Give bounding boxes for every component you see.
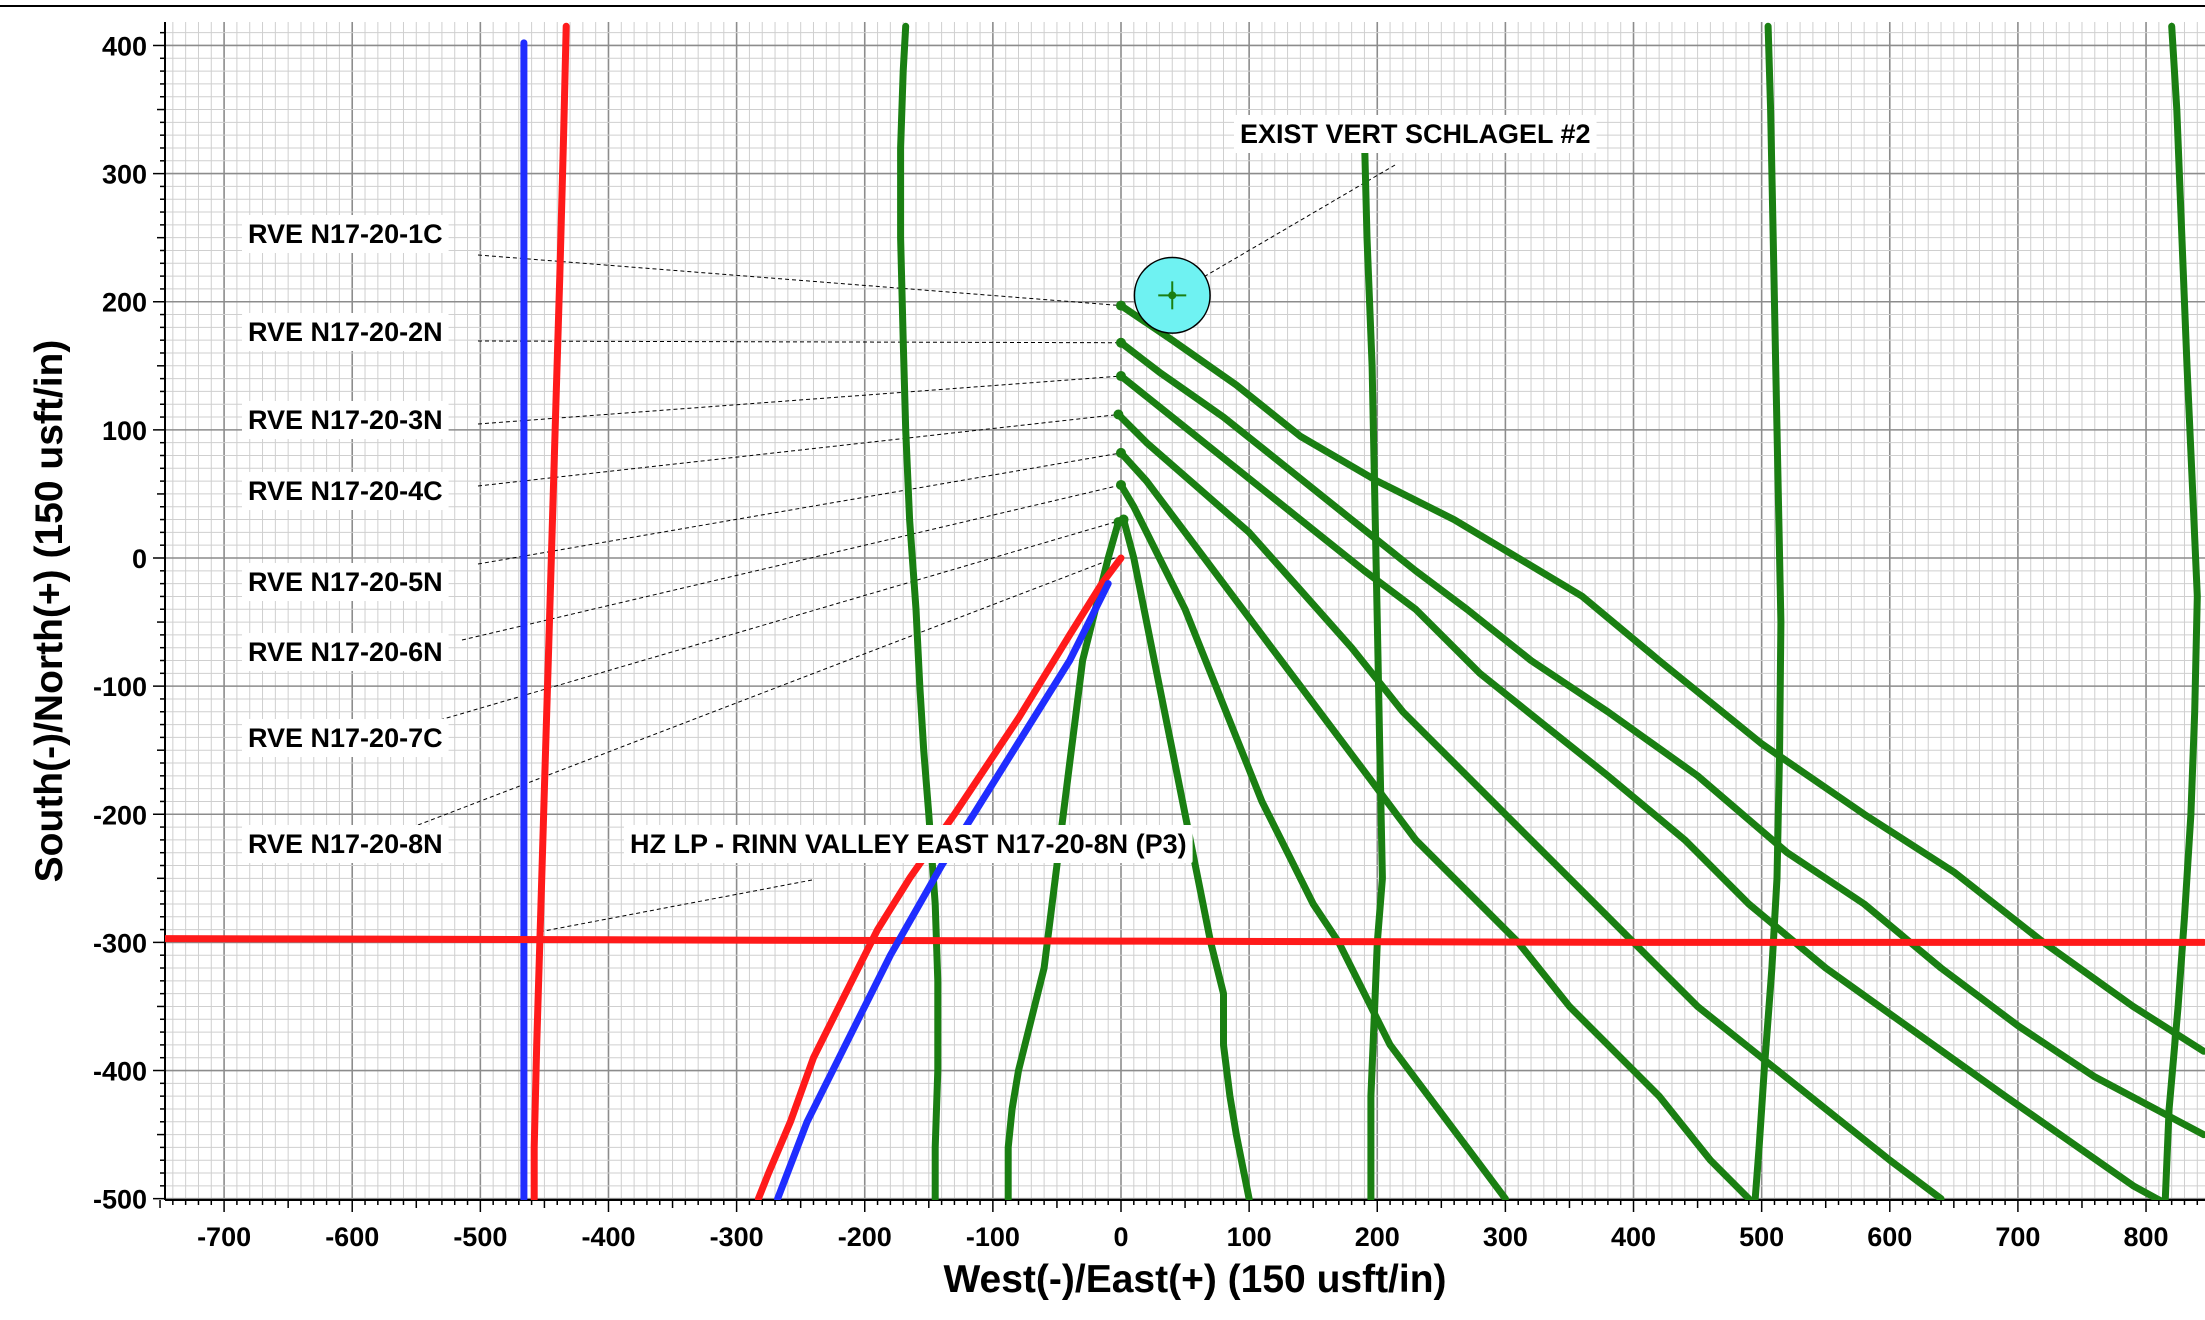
label-background [242,401,449,439]
well-path-green [1004,518,1122,1200]
y-tick-label: -100 [93,672,147,702]
x-tick-label: -300 [710,1222,764,1252]
well-start-dot [1116,300,1126,311]
annotation-text: EXIST VERT SCHLAGEL #2 [1240,119,1591,149]
well-path-green [1114,411,1945,1200]
well-path-green [1117,481,1509,1200]
annotation-label: RVE N17-20-5N [242,563,449,601]
x-axis-title: West(-)/East(+) (150 usft/in) [943,1258,1446,1301]
well-path-green [2161,22,2201,1200]
tick-labels: -700 -600 -500 -400 -300 -200 -100 0 100 200 300 40… [93,31,2169,1252]
label-background [242,472,449,510]
x-tick-label: 800 [2124,1222,2169,1252]
label-background [242,825,449,863]
annotation-label: RVE N17-20-4C [242,472,449,510]
well-path-green [1751,22,1785,1200]
well-start-dot [1113,517,1124,528]
annotation-text: RVE N17-20-4C [248,476,443,506]
well-path-green [1117,372,2167,1200]
annotation-text: RVE N17-20-1C [248,219,443,249]
y-tick-label: 300 [102,160,147,190]
leader-line [477,375,1122,425]
plot-axes [153,22,2205,1212]
label-background [242,313,449,351]
annotation-labels: RVE N17-20-1C RVE N17-20-2N RVE N17-20-3N R… [242,115,1597,863]
plot-series [165,22,2205,1200]
x-tick-label: -600 [325,1222,379,1252]
x-tick-label: -500 [453,1222,507,1252]
x-tick-label: 400 [1611,1222,1656,1252]
well-path-red [754,554,1125,1200]
leader-line [477,254,1122,307]
y-tick-label: -300 [93,928,147,958]
x-tick-label: 300 [1483,1222,1528,1252]
x-tick-label: 0 [1113,1222,1128,1252]
annotation-leaders [417,164,1396,933]
x-tick-label: 100 [1227,1222,1272,1252]
target-center-dot [1168,291,1177,300]
annotation-label: RVE N17-20-3N [242,401,449,439]
y-tick-label: -200 [93,800,147,830]
annotation-text: RVE N17-20-8N [248,829,443,859]
leader-line [537,879,813,933]
label-background [242,719,449,757]
x-tick-label: 600 [1867,1222,1912,1252]
annotation-label: EXIST VERT SCHLAGEL #2 [1234,115,1597,153]
annotation-label: RVE N17-20-7C [242,719,449,757]
x-tick-label: 200 [1355,1222,1400,1252]
leader-line [477,452,1122,565]
y-tick-label: 400 [102,31,147,61]
annotation-label: RVE N17-20-6N [242,633,449,671]
annotation-text: HZ LP - RINN VALLEY EAST N17-20-8N (P3) [630,829,1187,859]
well-start-dot [1116,447,1126,458]
leader-line [417,557,1115,826]
leader-line [477,413,1119,487]
label-background [1234,115,1597,153]
well-path-green [1117,339,2205,1139]
leader-line [477,340,1122,344]
annotation-label: RVE N17-20-1C [242,215,449,253]
well-start-dot [1116,479,1126,490]
well-path-green [1120,516,1253,1200]
annotation-text: RVE N17-20-7C [248,723,443,753]
leader-line [461,484,1122,641]
x-tick-label: -100 [966,1222,1020,1252]
y-axis-title: South(-)/North(+) (150 usft/in) [28,340,71,883]
well-path-blue [774,580,1112,1200]
y-tick-label: 0 [132,544,147,574]
x-tick-label: -700 [197,1222,251,1252]
y-tick-label: 100 [102,416,147,446]
x-tick-label: 500 [1739,1222,1784,1252]
x-tick-label: 700 [1995,1222,2040,1252]
annotation-text: RVE N17-20-6N [248,637,443,667]
y-tick-label: -500 [93,1185,147,1215]
annotation-text: RVE N17-20-5N [248,567,443,597]
x-tick-label: -400 [581,1222,635,1252]
well-path-red [530,22,570,1200]
well-start-dot [1116,371,1126,382]
leader-line [1171,164,1396,296]
target-marker-layer [1133,256,1211,334]
label-background [242,563,449,601]
label-background [242,633,449,671]
label-background [624,825,1193,863]
annotation-label: RVE N17-20-2N [242,313,449,351]
y-tick-label: 200 [102,288,147,318]
label-background [242,215,449,253]
annotation-text: RVE N17-20-2N [248,317,443,347]
annotation-label: HZ LP - RINN VALLEY EAST N17-20-8N (P3) [624,825,1193,863]
well-path-green [897,22,942,1200]
x-tick-label: -200 [838,1222,892,1252]
well-start-dot [1116,337,1126,348]
annotation-label: RVE N17-20-8N [242,825,449,863]
well-start-dot [1113,409,1124,420]
well-path-green [1360,131,1386,1200]
y-tick-label: -400 [93,1057,147,1087]
well-path-red [165,935,2205,946]
well-path-green [1117,302,2205,1055]
well-path-green [1117,449,1753,1200]
annotation-text: RVE N17-20-3N [248,405,443,435]
